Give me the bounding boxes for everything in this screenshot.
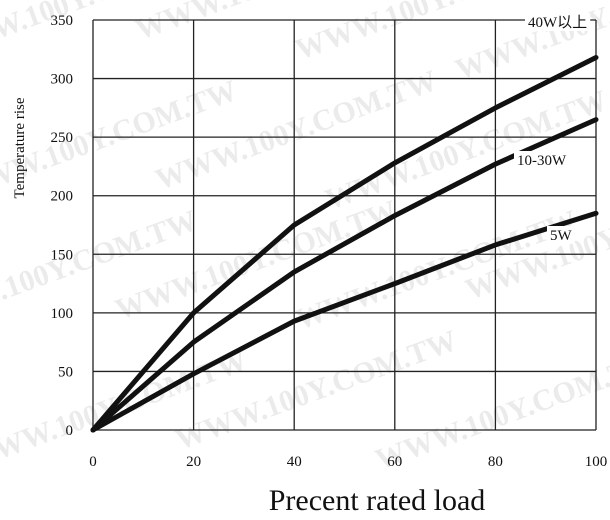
series-line <box>90 117 599 433</box>
y-tick-label: 300 <box>51 72 74 88</box>
y-tick-label: 50 <box>58 364 73 380</box>
y-tick-label: 0 <box>66 423 74 439</box>
x-tick-label: 100 <box>585 454 608 470</box>
y-tick-labels: 0 50 100 150 200 250 300 350 <box>51 13 74 439</box>
series-line <box>90 55 599 433</box>
series-label: 40W以上 <box>528 14 587 31</box>
series-line <box>90 210 599 433</box>
y-tick-label: 200 <box>51 189 74 205</box>
series-label: 10-30W <box>517 153 567 169</box>
series-layer <box>90 55 599 433</box>
series-label-background <box>525 13 591 31</box>
watermark-text: WWW.100Y.COM.TW <box>451 0 610 87</box>
y-tick-label: 100 <box>51 306 74 322</box>
series-label-background <box>547 226 575 244</box>
x-tick-label: 60 <box>387 454 402 470</box>
watermark-text: WWW.100Y.COM.TW <box>0 204 201 337</box>
grid <box>92 19 597 431</box>
x-tick-labels: 0 20 40 60 80 100 <box>89 454 607 470</box>
series-label: 5W <box>550 228 573 244</box>
y-tick-label: 250 <box>51 130 74 146</box>
x-tick-label: 20 <box>186 454 201 470</box>
x-tick-label: 40 <box>287 454 302 470</box>
watermark-text: WWW.100Y.COM.TW <box>0 74 241 207</box>
x-tick-label: 80 <box>488 454 503 470</box>
series-labels: 40W以上 10-30W 5W <box>514 13 591 244</box>
y-tick-label: 350 <box>51 13 74 29</box>
series-label-background <box>514 151 570 169</box>
x-tick-label: 0 <box>89 454 97 470</box>
y-axis-label: Temperature rise <box>12 97 28 198</box>
y-tick-label: 150 <box>51 247 74 263</box>
x-axis-label: Precent rated load <box>269 484 486 517</box>
